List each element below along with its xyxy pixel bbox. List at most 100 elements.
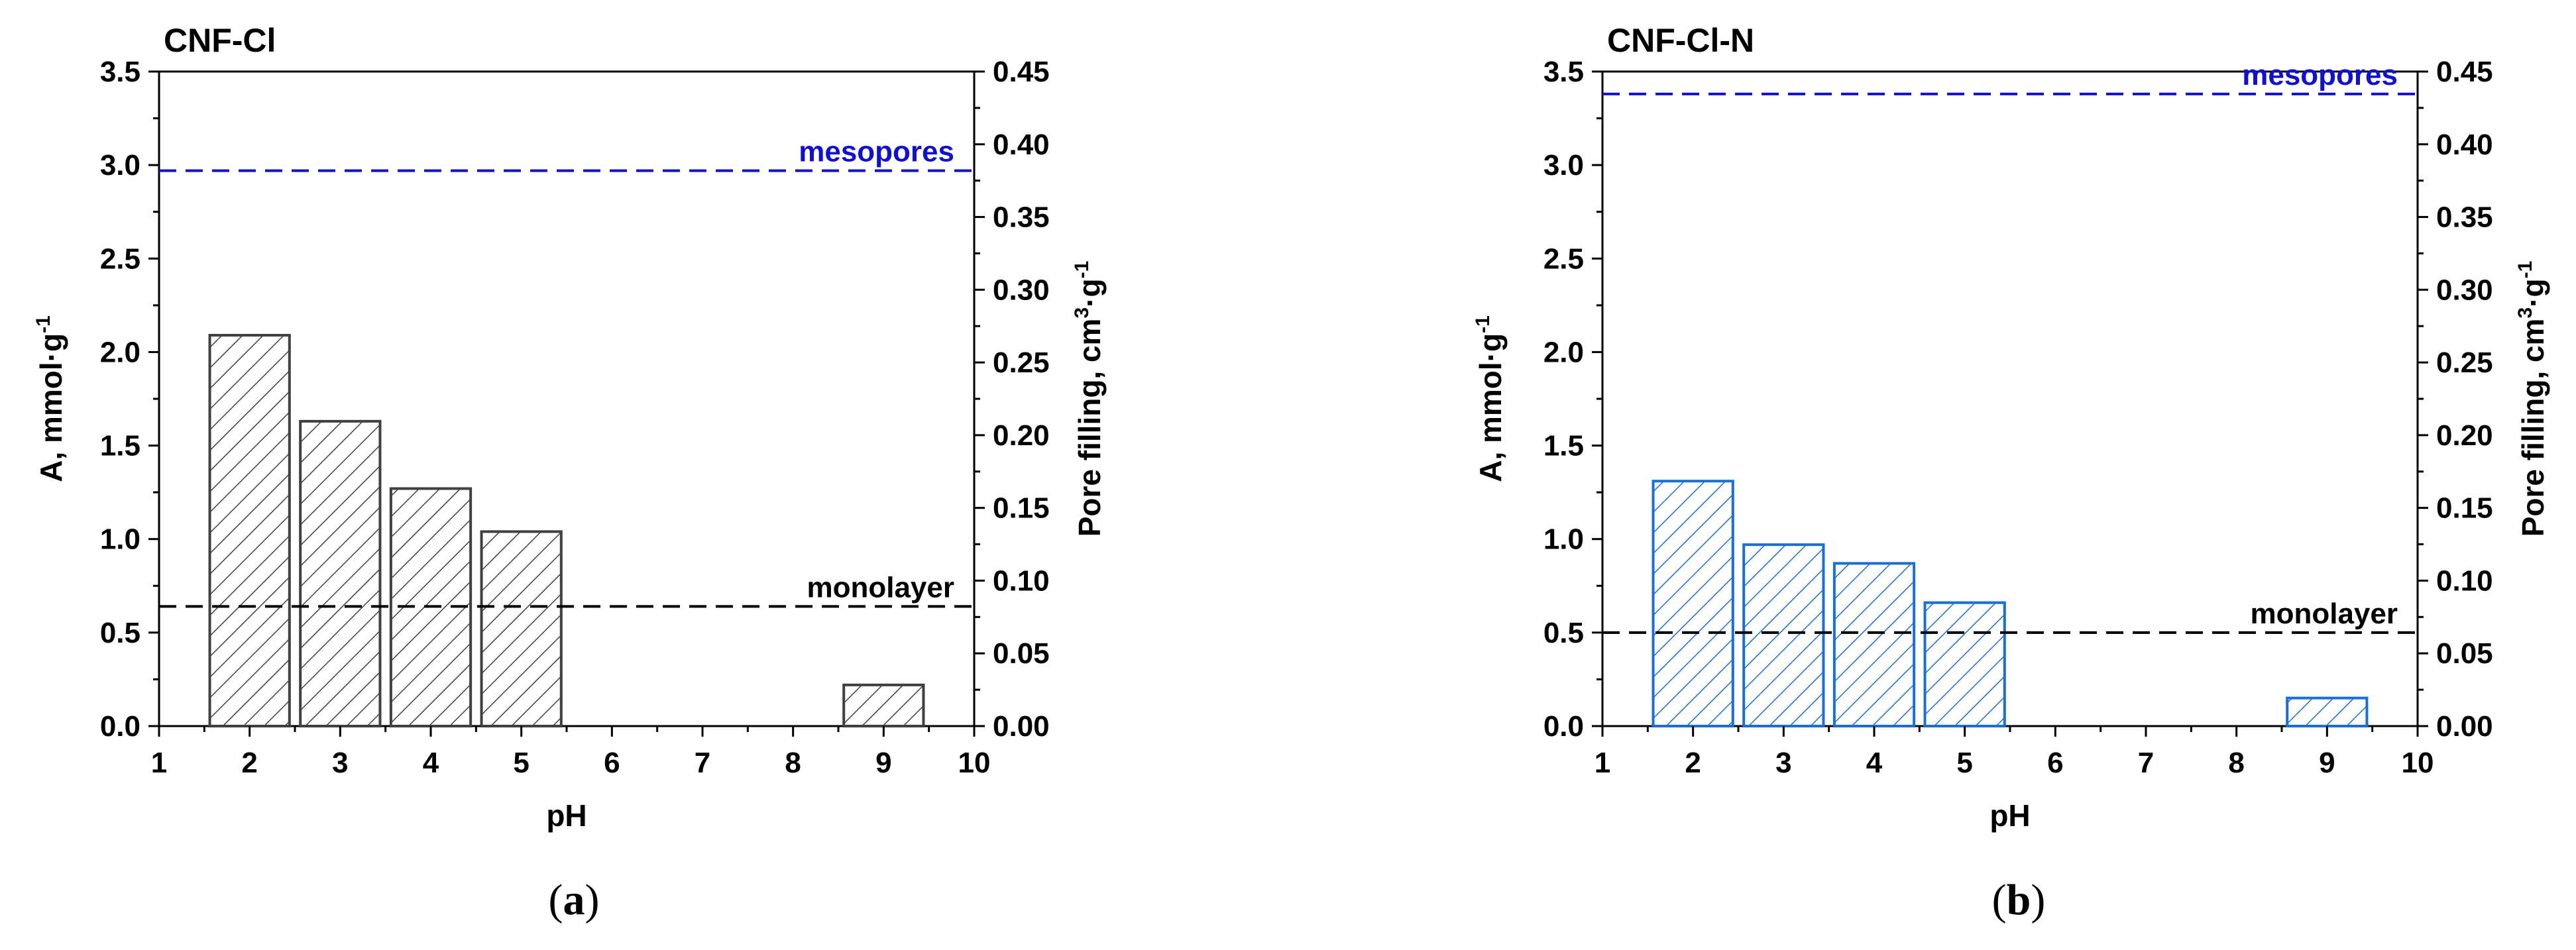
bar <box>1923 601 2006 727</box>
marks-layer: mesopores monolayer 1 2 3 4 5 6 7 8 9 10 0.0 0.5 1.0 1.… <box>100 56 1050 779</box>
x-tick-label: 9 <box>2319 747 2335 779</box>
x-tick-label: 5 <box>513 747 529 779</box>
x-tick-label: 10 <box>2402 747 2434 779</box>
y2-axis-title-main: Pore filling, cm <box>1072 319 1107 537</box>
reference-line-label: monolayer <box>2250 598 2398 630</box>
x-tick-label: 10 <box>958 747 991 779</box>
sub-paren-open: ( <box>549 876 563 924</box>
y2-tick-label: 0.15 <box>993 492 1050 525</box>
bar <box>1832 562 1916 728</box>
y2-axis-title-sup1: 3 <box>1071 307 1093 319</box>
y-tick-label: 2.0 <box>1543 336 1584 368</box>
y-tick-label: 3.5 <box>100 56 140 88</box>
y2-tick-label: 0.05 <box>993 637 1050 670</box>
y2-axis-title-sup2: -1 <box>1071 261 1093 279</box>
reference-line-label: monolayer <box>807 571 954 604</box>
reference-line-label: mesopores <box>2242 59 2398 91</box>
y2-axis-title: Pore filling, cm3·g-1 <box>2514 261 2550 537</box>
bar <box>208 334 291 728</box>
bar <box>299 419 382 727</box>
y2-tick-label: 0.15 <box>2436 492 2493 525</box>
sub-paren-close: ) <box>585 876 600 924</box>
y-tick-label: 2.0 <box>100 336 140 368</box>
x-tick-label: 2 <box>1685 747 1701 779</box>
y2-tick-label: 0.00 <box>2436 710 2493 743</box>
x-tick-label: 8 <box>2228 747 2244 779</box>
y2-tick-label: 0.30 <box>2436 274 2493 306</box>
sub-letter: a <box>563 876 585 924</box>
y-axis-title-sup: -1 <box>32 315 54 333</box>
chart-title: CNF-Cl-N <box>1607 22 1754 59</box>
x-tick-label: 7 <box>2138 747 2154 779</box>
chart-title: CNF-Cl <box>164 22 276 59</box>
x-tick-label: 4 <box>423 747 439 779</box>
y-tick-label: 0.0 <box>100 710 140 743</box>
bar <box>1742 543 1825 727</box>
y2-tick-label: 0.10 <box>993 564 1050 597</box>
bar <box>2286 696 2369 727</box>
subfigure-label: (b) <box>1992 876 2046 924</box>
y-axis-title-main: A, mmol·g <box>34 333 68 482</box>
y-axis-title: A, mmol·g-1 <box>1472 315 1508 482</box>
x-tick-label: 3 <box>1775 747 1791 779</box>
y2-axis-title-sup2: -1 <box>2514 261 2536 279</box>
y2-axis-title-mid: ·g <box>2516 278 2550 307</box>
x-tick-label: 7 <box>695 747 710 779</box>
y2-axis-title-main: Pore filling, cm <box>2516 319 2550 537</box>
subfigure-label: (a) <box>549 876 600 924</box>
y2-tick-label: 0.40 <box>2436 129 2493 161</box>
sub-letter: b <box>2007 876 2031 924</box>
y-tick-label: 0.5 <box>1543 617 1584 649</box>
y2-tick-label: 0.05 <box>2436 637 2493 670</box>
y-axis-title-sup: -1 <box>1472 315 1494 333</box>
y2-axis-title-sup1: 3 <box>2514 307 2536 319</box>
x-tick-label: 1 <box>1595 747 1610 779</box>
x-axis-title: pH <box>1989 798 2030 833</box>
x-tick-label: 4 <box>1866 747 1883 779</box>
y2-tick-label: 0.20 <box>2436 419 2493 452</box>
y-axis-title-main: A, mmol·g <box>1473 333 1508 482</box>
y-tick-label: 2.5 <box>1543 242 1584 275</box>
x-tick-label: 3 <box>332 747 348 779</box>
x-tick-label: 8 <box>785 747 801 779</box>
sub-paren-close: ) <box>2031 876 2045 924</box>
y-tick-label: 0.5 <box>100 617 140 649</box>
y2-tick-label: 0.25 <box>993 346 1050 379</box>
y-axis-title: A, mmol·g-1 <box>32 315 68 482</box>
y-tick-label: 1.0 <box>1543 523 1584 556</box>
y-tick-label: 1.5 <box>100 430 140 462</box>
bar <box>842 683 925 727</box>
y-tick-label: 3.5 <box>1543 56 1584 88</box>
y2-tick-label: 0.45 <box>2436 56 2493 88</box>
y2-tick-label: 0.25 <box>2436 346 2493 379</box>
x-axis-title: pH <box>546 798 587 833</box>
bar <box>480 530 563 727</box>
y-tick-label: 1.0 <box>100 523 140 556</box>
y-tick-label: 3.0 <box>1543 149 1584 182</box>
y-tick-label: 0.0 <box>1543 710 1584 743</box>
y2-tick-label: 0.35 <box>2436 201 2493 234</box>
y2-tick-label: 0.30 <box>993 274 1050 306</box>
x-tick-label: 6 <box>2047 747 2063 779</box>
y2-axis-title: Pore filling, cm3·g-1 <box>1071 261 1107 537</box>
y2-axis-title-mid: ·g <box>1072 278 1107 307</box>
bar <box>1652 480 1734 727</box>
y-tick-label: 2.5 <box>100 242 140 275</box>
x-tick-label: 5 <box>1956 747 1972 779</box>
y2-tick-label: 0.35 <box>993 201 1050 234</box>
y-tick-label: 3.0 <box>100 149 140 182</box>
y2-tick-label: 0.10 <box>2436 564 2493 597</box>
x-tick-label: 2 <box>241 747 257 779</box>
y-tick-label: 1.5 <box>1543 430 1584 462</box>
x-tick-label: 6 <box>604 747 620 779</box>
y2-tick-label: 0.45 <box>993 56 1050 88</box>
x-tick-label: 1 <box>151 747 167 779</box>
y2-tick-label: 0.20 <box>993 419 1050 452</box>
y2-tick-label: 0.40 <box>993 129 1050 161</box>
marks-layer: mesopores monolayer 1 2 3 4 5 6 7 8 9 10 0.0 0.5 1.0 1.… <box>1543 56 2493 779</box>
reference-line-label: mesopores <box>799 136 954 168</box>
y2-tick-label: 0.00 <box>993 710 1050 743</box>
